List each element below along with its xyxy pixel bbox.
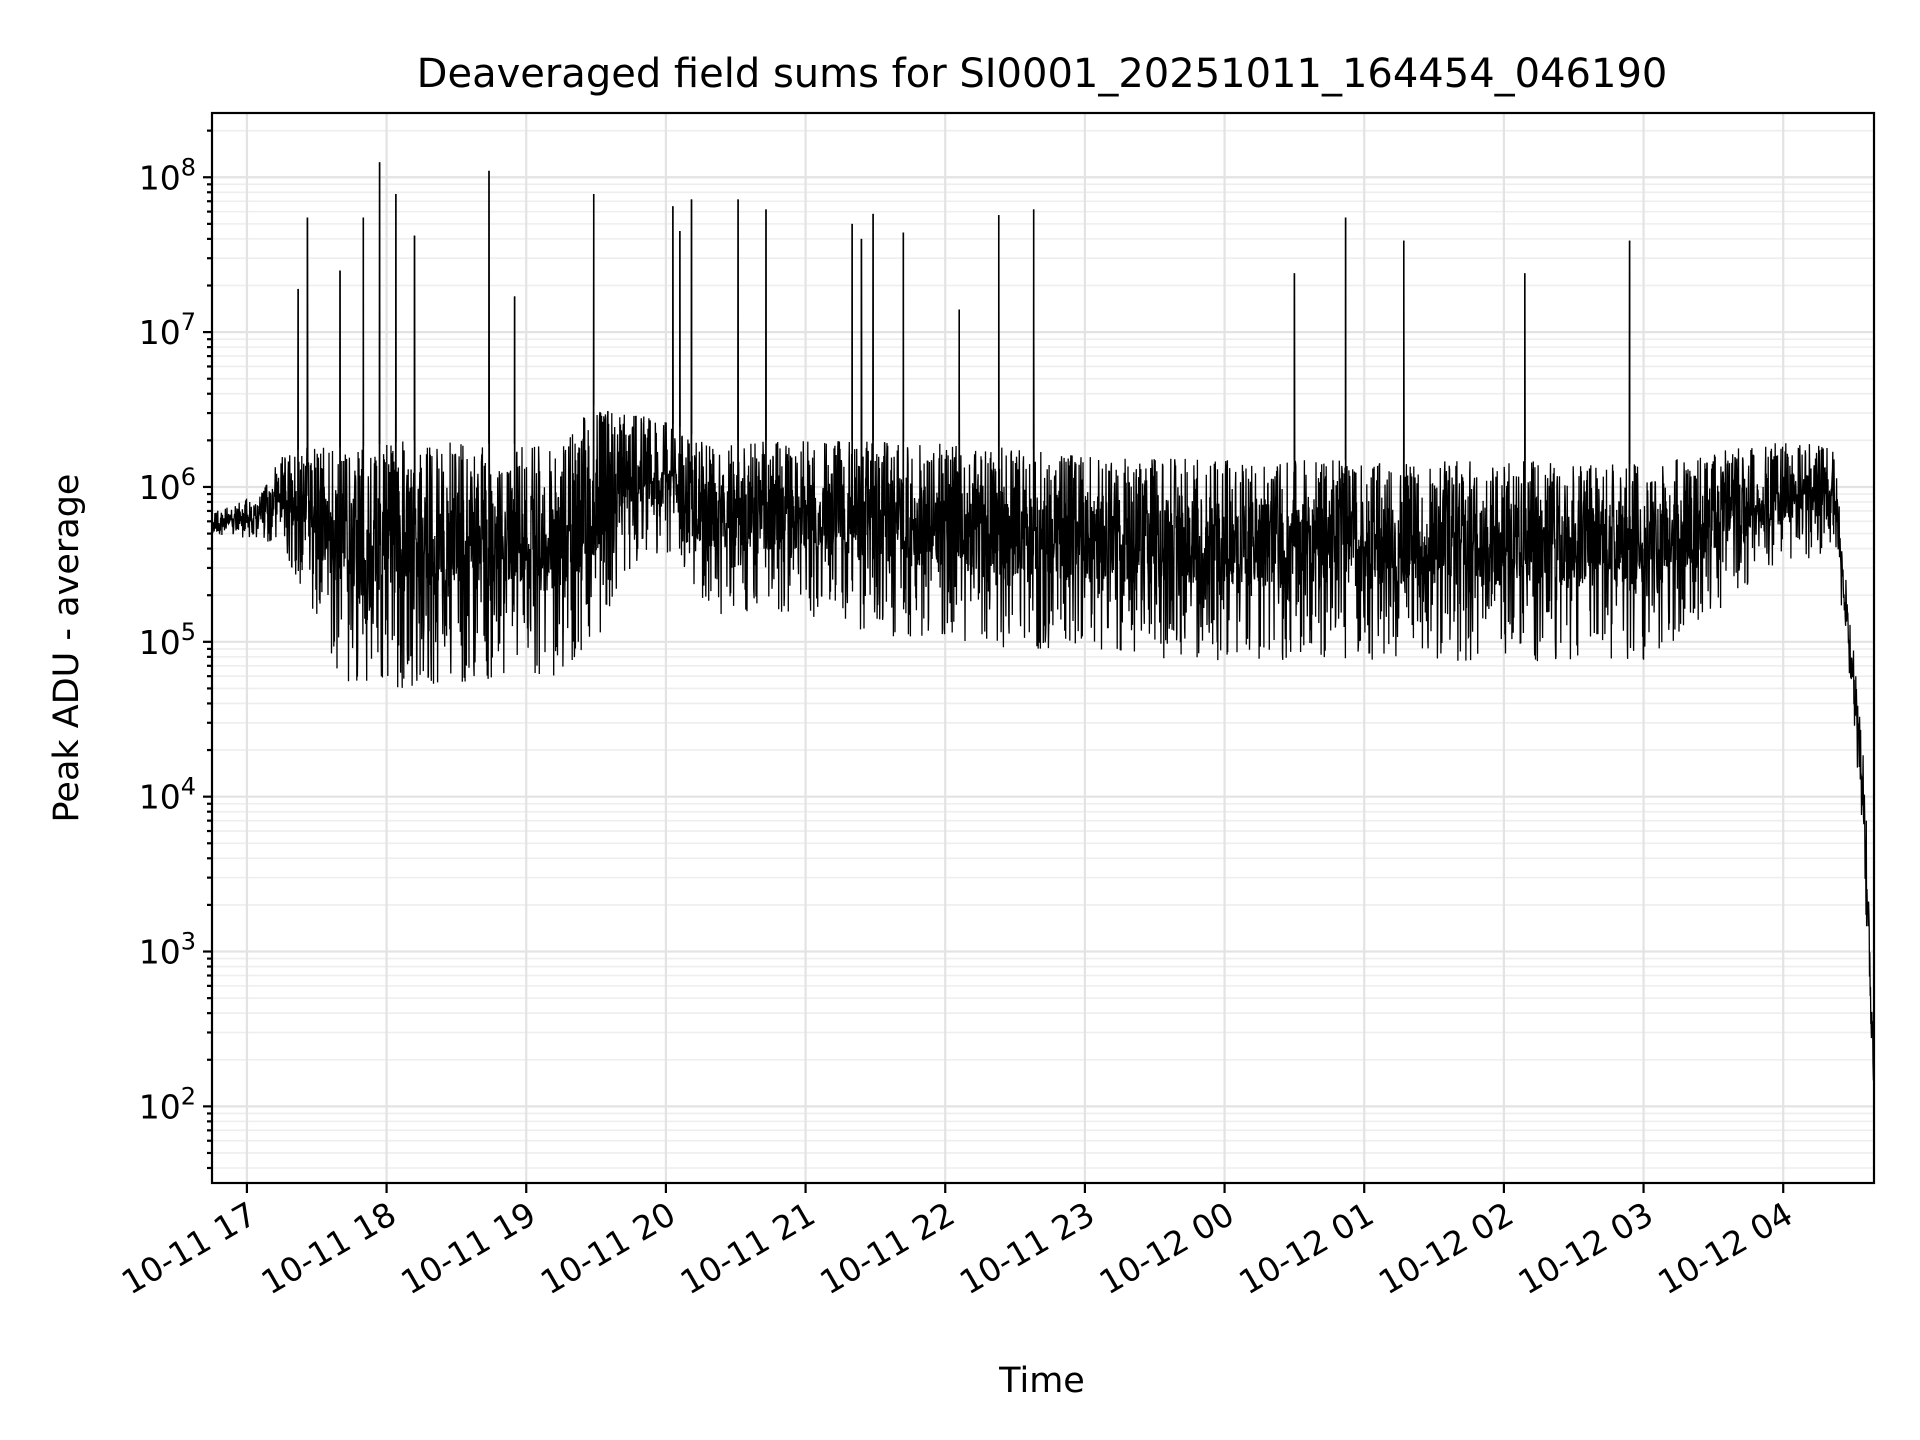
x-axis-label: Time xyxy=(998,1361,1085,1401)
y-axis: 102 103 104 105 106 107 108 xyxy=(139,129,212,1170)
y-tick-label: 102 xyxy=(139,1082,196,1126)
y-tick-label: 103 xyxy=(139,928,196,972)
y-tick-label: 107 xyxy=(139,308,196,352)
y-tick-label: 105 xyxy=(139,618,196,662)
y-tick-label: 104 xyxy=(139,773,196,817)
series-line xyxy=(211,162,1875,1081)
chart-title: Deaveraged field sums for SI0001_2025101… xyxy=(417,51,1668,97)
y-tick-label: 106 xyxy=(139,463,196,507)
y-tick-label: 108 xyxy=(139,153,196,197)
y-axis-label: Peak ADU - average xyxy=(47,474,87,823)
